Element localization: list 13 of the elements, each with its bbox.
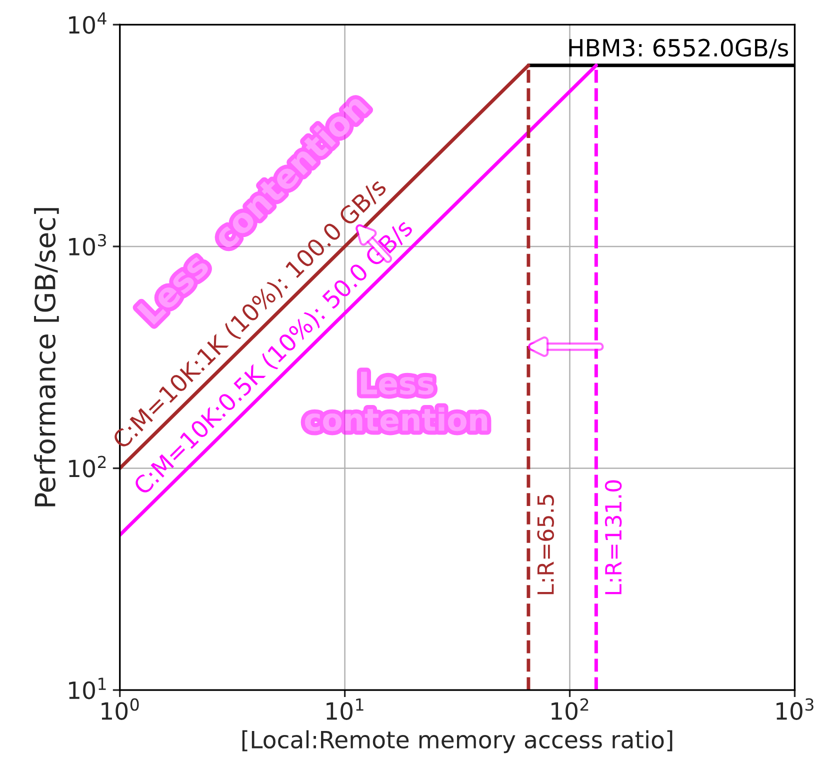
x-tick-label: 10$^{0}$ xyxy=(102,698,139,720)
series-label: HBM3: 6552.0GB/s xyxy=(569,38,788,59)
x-tick-label: 10$^{1}$ xyxy=(326,698,364,720)
x-tick-label: 10$^{3}$ xyxy=(776,698,814,720)
y-tick-label: 10$^{3}$ xyxy=(69,234,106,256)
text: L:R=65.5 xyxy=(537,494,554,594)
y-tick-label: 10$^{2}$ xyxy=(69,456,106,478)
x-axis-title: [Local:Remote memory access ratio] xyxy=(242,730,672,754)
y-tick-label: 10$^{4}$ xyxy=(69,12,106,34)
y-axis-title: Performance [GB/sec] xyxy=(34,208,59,506)
y-tick-label: 10$^{1}$ xyxy=(69,678,106,700)
text: L:R=131.0 xyxy=(604,480,622,594)
x-tick-label: 10$^{2}$ xyxy=(552,698,588,720)
